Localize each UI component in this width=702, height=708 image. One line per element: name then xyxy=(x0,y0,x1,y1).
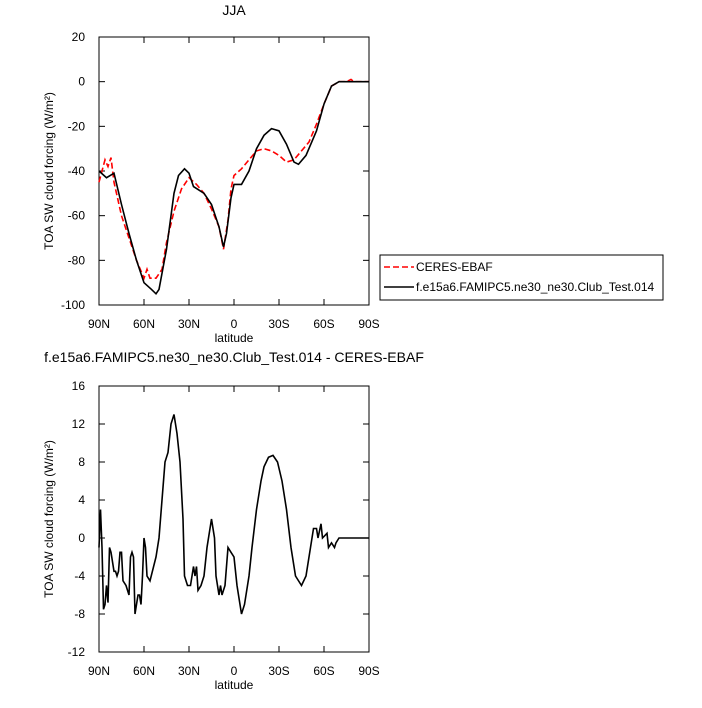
y-tick-label: -20 xyxy=(68,119,86,133)
y-tick-label: -8 xyxy=(74,607,85,621)
y-tick-label: 0 xyxy=(78,531,85,545)
y-tick-label: 8 xyxy=(78,455,85,469)
x-tick-label: 0 xyxy=(231,664,238,678)
x-tick-label: 0 xyxy=(231,317,238,331)
x-tick-label: 90S xyxy=(358,317,379,331)
plot-frame xyxy=(98,36,370,306)
plot-frame xyxy=(98,385,370,653)
y-tick-label: -12 xyxy=(68,645,86,659)
chart-title: JJA xyxy=(222,2,246,18)
y-tick-label: -100 xyxy=(61,298,85,312)
x-tick-label: 90N xyxy=(88,317,110,331)
series-line xyxy=(98,414,369,615)
y-tick-label: 20 xyxy=(72,30,86,44)
y-tick-label: 0 xyxy=(78,75,85,89)
y-tick-label: 16 xyxy=(72,379,86,393)
x-tick-label: 60S xyxy=(313,664,334,678)
series-line xyxy=(98,78,369,281)
legend-box xyxy=(379,254,664,301)
x-tick-label: 30S xyxy=(268,317,289,331)
x-tick-label: 30N xyxy=(178,317,200,331)
x-tick-label: 90N xyxy=(88,664,110,678)
y-tick-label: 4 xyxy=(78,493,85,507)
y-tick-label: -80 xyxy=(68,253,86,267)
y-tick-label: -60 xyxy=(68,209,86,223)
legend-label: CERES-EBAF xyxy=(416,260,493,274)
x-tick-label: 60S xyxy=(313,317,334,331)
y-tick-label: -40 xyxy=(68,164,86,178)
x-tick-label: 30N xyxy=(178,664,200,678)
chart-title: f.e15a6.FAMIPC5.ne30_ne30.Club_Test.014 … xyxy=(44,349,424,365)
x-tick-label: 60N xyxy=(133,664,155,678)
legend-label: f.e15a6.FAMIPC5.ne30_ne30.Club_Test.014 xyxy=(416,280,654,294)
y-axis-label: TOA SW cloud forcing (W/m²) xyxy=(42,440,56,598)
x-axis-label: latitude xyxy=(215,678,254,692)
y-tick-label: 12 xyxy=(72,417,86,431)
y-tick-label: -4 xyxy=(74,569,85,583)
y-axis-label: TOA SW cloud forcing (W/m²) xyxy=(42,92,56,250)
x-tick-label: 90S xyxy=(358,664,379,678)
x-tick-label: 30S xyxy=(268,664,289,678)
x-axis-label: latitude xyxy=(215,331,254,345)
x-tick-label: 60N xyxy=(133,317,155,331)
series-line xyxy=(98,80,369,296)
